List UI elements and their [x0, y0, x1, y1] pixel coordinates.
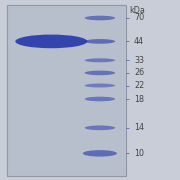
Text: 18: 18	[134, 94, 144, 103]
FancyBboxPatch shape	[126, 5, 180, 176]
Text: 22: 22	[134, 81, 144, 90]
Ellipse shape	[83, 150, 117, 157]
Ellipse shape	[85, 39, 115, 44]
Ellipse shape	[15, 35, 87, 48]
Text: kDa: kDa	[130, 6, 145, 15]
Ellipse shape	[85, 125, 115, 130]
Ellipse shape	[85, 97, 115, 101]
Text: 14: 14	[134, 123, 144, 132]
Text: 26: 26	[134, 68, 144, 77]
Ellipse shape	[85, 16, 115, 20]
Ellipse shape	[85, 58, 115, 62]
FancyBboxPatch shape	[7, 5, 126, 176]
Text: 33: 33	[134, 56, 144, 65]
Text: 70: 70	[134, 14, 144, 22]
Ellipse shape	[85, 84, 115, 87]
Text: 44: 44	[134, 37, 144, 46]
Ellipse shape	[85, 71, 115, 75]
Text: 10: 10	[134, 149, 144, 158]
